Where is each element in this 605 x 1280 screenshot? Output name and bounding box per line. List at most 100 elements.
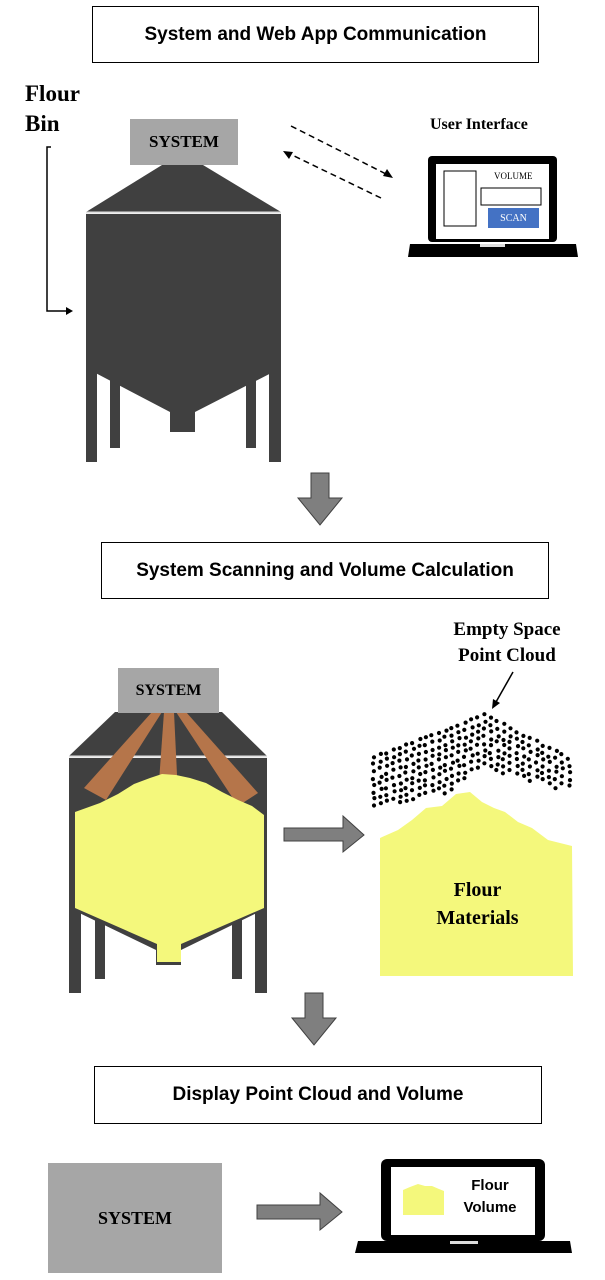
point-cloud-dot — [470, 725, 475, 730]
point-cloud-dot — [502, 751, 507, 756]
point-cloud-dot — [535, 753, 540, 758]
point-cloud-dot — [540, 764, 545, 769]
point-cloud-dot — [371, 803, 377, 808]
point-cloud-dot — [449, 781, 454, 786]
flour-bin-top — [86, 165, 281, 462]
point-cloud-dot — [514, 736, 520, 741]
point-cloud-dot — [475, 715, 480, 720]
point-cloud-dot — [417, 792, 422, 798]
point-cloud-dot — [456, 743, 461, 748]
scanning-bin — [69, 712, 267, 993]
point-cloud-dot — [371, 755, 377, 760]
point-cloud-dot — [410, 776, 415, 781]
point-cloud-dot — [541, 757, 546, 762]
point-cloud-dot — [469, 767, 474, 772]
flour-materials-label: Flour Materials — [436, 879, 519, 929]
point-cloud-dot — [450, 760, 456, 765]
point-cloud-dot — [481, 733, 486, 738]
point-cloud-dot — [436, 786, 442, 791]
scan-button-label: SCAN — [500, 212, 527, 224]
point-cloud-dot — [411, 761, 416, 767]
point-cloud-dot — [409, 753, 414, 758]
point-cloud-dot — [423, 757, 428, 762]
point-cloud-dot — [430, 739, 435, 744]
point-cloud-dot — [410, 781, 415, 786]
point-cloud-dot — [502, 729, 507, 734]
point-cloud-dot — [488, 723, 493, 728]
point-cloud-dot — [442, 763, 447, 768]
point-cloud-dot — [378, 759, 383, 764]
point-cloud-dot — [461, 754, 467, 760]
point-cloud-dot — [404, 742, 409, 747]
system-label-1: SYSTEM — [149, 132, 219, 151]
point-cloud-dot — [474, 742, 480, 747]
point-cloud-dot — [481, 726, 486, 731]
point-cloud-dot — [539, 770, 545, 776]
point-cloud-dot — [443, 748, 448, 753]
point-cloud-dot — [417, 785, 422, 791]
display-title: Display Point Cloud and Volume — [172, 1084, 464, 1105]
point-cloud-dot — [423, 770, 428, 775]
point-cloud-dot — [390, 775, 395, 780]
system-label-2: SYSTEM — [135, 681, 202, 699]
point-cloud-dot — [450, 745, 455, 750]
point-cloud-dot — [468, 746, 473, 751]
point-cloud-dot — [411, 746, 417, 751]
flour-volume-label: Flour Volume — [463, 1177, 517, 1216]
point-cloud-dot — [496, 734, 501, 739]
point-cloud-dot — [470, 732, 475, 737]
point-cloud-dot — [410, 741, 415, 746]
point-cloud-dot — [422, 778, 427, 783]
point-cloud-dot — [487, 751, 492, 756]
point-cloud-dot — [482, 754, 487, 759]
point-cloud-dot — [397, 773, 402, 779]
point-cloud-dot — [462, 742, 467, 747]
point-cloud-dot — [514, 730, 519, 735]
point-cloud-dot — [500, 757, 505, 762]
point-cloud-dot — [403, 749, 408, 754]
point-cloud-dot — [391, 747, 396, 752]
point-cloud-dot — [522, 754, 527, 759]
point-cloud-dot — [515, 744, 521, 749]
point-cloud-dot — [540, 777, 545, 782]
down-arrow-2 — [290, 992, 338, 1046]
point-cloud-dot — [567, 783, 572, 788]
point-cloud-dot — [552, 777, 557, 782]
point-cloud-dot — [398, 765, 403, 770]
point-cloud-dot — [442, 768, 448, 773]
scan-button[interactable]: SCAN — [488, 208, 539, 228]
down-arrow-1 — [296, 472, 344, 526]
point-cloud-dot — [449, 753, 454, 758]
point-cloud-dot — [391, 783, 397, 788]
point-cloud-dot — [429, 761, 434, 767]
point-cloud-dot — [502, 721, 507, 726]
point-cloud-dot — [568, 770, 573, 775]
point-cloud-dot — [436, 730, 442, 736]
point-cloud-dot — [482, 742, 487, 747]
point-cloud-dot — [515, 771, 520, 776]
point-cloud-dot — [397, 752, 402, 757]
point-cloud-dot — [508, 726, 513, 731]
point-cloud-dot — [449, 787, 454, 792]
point-cloud-dot — [475, 751, 480, 756]
point-cloud-dot — [469, 759, 474, 764]
bin-pointer-arrow — [46, 146, 73, 315]
point-cloud-dot — [448, 766, 454, 771]
point-cloud-dot — [560, 766, 565, 771]
point-cloud-dot — [482, 712, 487, 717]
point-cloud-dot — [494, 767, 499, 773]
point-cloud-dot — [457, 736, 462, 741]
point-cloud-dot — [404, 798, 409, 803]
point-cloud-dot — [384, 793, 389, 798]
point-cloud-dot — [515, 763, 520, 769]
point-cloud-dot — [494, 739, 499, 744]
point-cloud-dot — [378, 801, 383, 806]
point-cloud-dot — [423, 749, 428, 755]
point-cloud-dot — [553, 755, 558, 760]
point-cloud-dot — [463, 735, 469, 740]
point-cloud-dot — [442, 783, 447, 788]
point-cloud-dot — [476, 729, 481, 734]
point-cloud-dot — [384, 777, 389, 783]
system-box-3: SYSTEM — [48, 1163, 222, 1273]
point-cloud-dot — [488, 756, 493, 762]
